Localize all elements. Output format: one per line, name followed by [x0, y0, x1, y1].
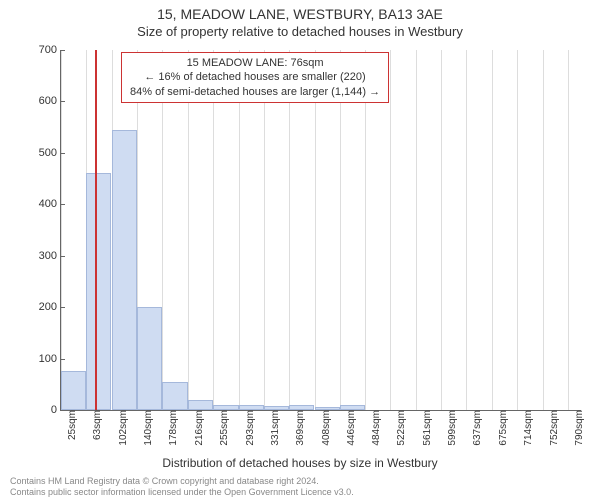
- y-tick: 500: [23, 147, 61, 159]
- grid-line: [543, 50, 544, 410]
- grid-line: [340, 50, 341, 410]
- x-tick: 216sqm: [190, 410, 205, 446]
- x-tick: 369sqm: [291, 410, 306, 446]
- x-tick: 446sqm: [342, 410, 357, 446]
- x-tick: 599sqm: [443, 410, 458, 446]
- info-line2: ← 16% of detached houses are smaller (22…: [130, 70, 380, 84]
- bar: [137, 307, 162, 410]
- x-tick: 522sqm: [392, 410, 407, 446]
- x-tick: 675sqm: [494, 410, 509, 446]
- grid-line: [441, 50, 442, 410]
- bar: [112, 130, 137, 410]
- grid-line: [289, 50, 290, 410]
- grid-line: [492, 50, 493, 410]
- grid-line: [188, 50, 189, 410]
- grid-line: [568, 50, 569, 410]
- y-tick: 700: [23, 44, 61, 56]
- x-tick: 255sqm: [215, 410, 230, 446]
- x-tick: 102sqm: [114, 410, 129, 446]
- grid-line: [239, 50, 240, 410]
- x-tick: 561sqm: [418, 410, 433, 446]
- footer: Contains HM Land Registry data © Crown c…: [10, 476, 354, 498]
- y-tick: 600: [23, 95, 61, 107]
- grid-line: [517, 50, 518, 410]
- y-tick: 100: [23, 353, 61, 365]
- info-box: 15 MEADOW LANE: 76sqm ← 16% of detached …: [121, 52, 389, 103]
- marker-line: [95, 50, 97, 410]
- grid-line: [213, 50, 214, 410]
- x-tick: 408sqm: [317, 410, 332, 446]
- grid-line: [365, 50, 366, 410]
- x-tick: 331sqm: [266, 410, 281, 446]
- y-tick: 200: [23, 301, 61, 313]
- x-tick: 140sqm: [139, 410, 154, 446]
- x-tick: 790sqm: [570, 410, 585, 446]
- grid-line: [390, 50, 391, 410]
- bar: [162, 382, 187, 410]
- grid-line: [264, 50, 265, 410]
- x-tick: 293sqm: [241, 410, 256, 446]
- info-line3: 84% of semi-detached houses are larger (…: [130, 85, 380, 99]
- footer-line1: Contains HM Land Registry data © Crown c…: [10, 476, 354, 487]
- x-tick: 637sqm: [468, 410, 483, 446]
- chart-container: 15, MEADOW LANE, WESTBURY, BA13 3AE Size…: [0, 0, 600, 500]
- x-axis-label: Distribution of detached houses by size …: [0, 456, 600, 470]
- grid-line: [61, 50, 62, 410]
- grid-line: [162, 50, 163, 410]
- x-tick: 484sqm: [367, 410, 382, 446]
- title-sub: Size of property relative to detached ho…: [0, 24, 600, 39]
- y-tick: 300: [23, 250, 61, 262]
- y-tick: 400: [23, 198, 61, 210]
- x-tick: 714sqm: [519, 410, 534, 446]
- title-main: 15, MEADOW LANE, WESTBURY, BA13 3AE: [0, 6, 600, 22]
- y-tick: 0: [23, 404, 61, 416]
- grid-line: [466, 50, 467, 410]
- grid-line: [315, 50, 316, 410]
- x-tick: 25sqm: [63, 410, 78, 440]
- x-tick: 178sqm: [164, 410, 179, 446]
- bar: [61, 371, 86, 410]
- bar: [86, 173, 111, 410]
- plot-area: 010020030040050060070025sqm63sqm102sqm14…: [60, 50, 581, 411]
- x-tick: 63sqm: [88, 410, 103, 440]
- bar: [188, 400, 213, 410]
- info-line1: 15 MEADOW LANE: 76sqm: [130, 56, 380, 70]
- footer-line2: Contains public sector information licen…: [10, 487, 354, 498]
- x-tick: 752sqm: [545, 410, 560, 446]
- grid-line: [416, 50, 417, 410]
